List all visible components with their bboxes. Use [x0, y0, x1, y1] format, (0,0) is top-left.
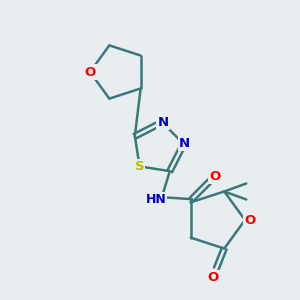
Text: N: N: [179, 137, 190, 150]
Text: O: O: [84, 65, 96, 79]
Text: S: S: [135, 160, 144, 173]
Text: O: O: [209, 170, 220, 183]
Text: N: N: [158, 116, 169, 129]
Text: O: O: [244, 214, 256, 226]
Text: O: O: [208, 271, 219, 284]
Text: HN: HN: [146, 193, 166, 206]
